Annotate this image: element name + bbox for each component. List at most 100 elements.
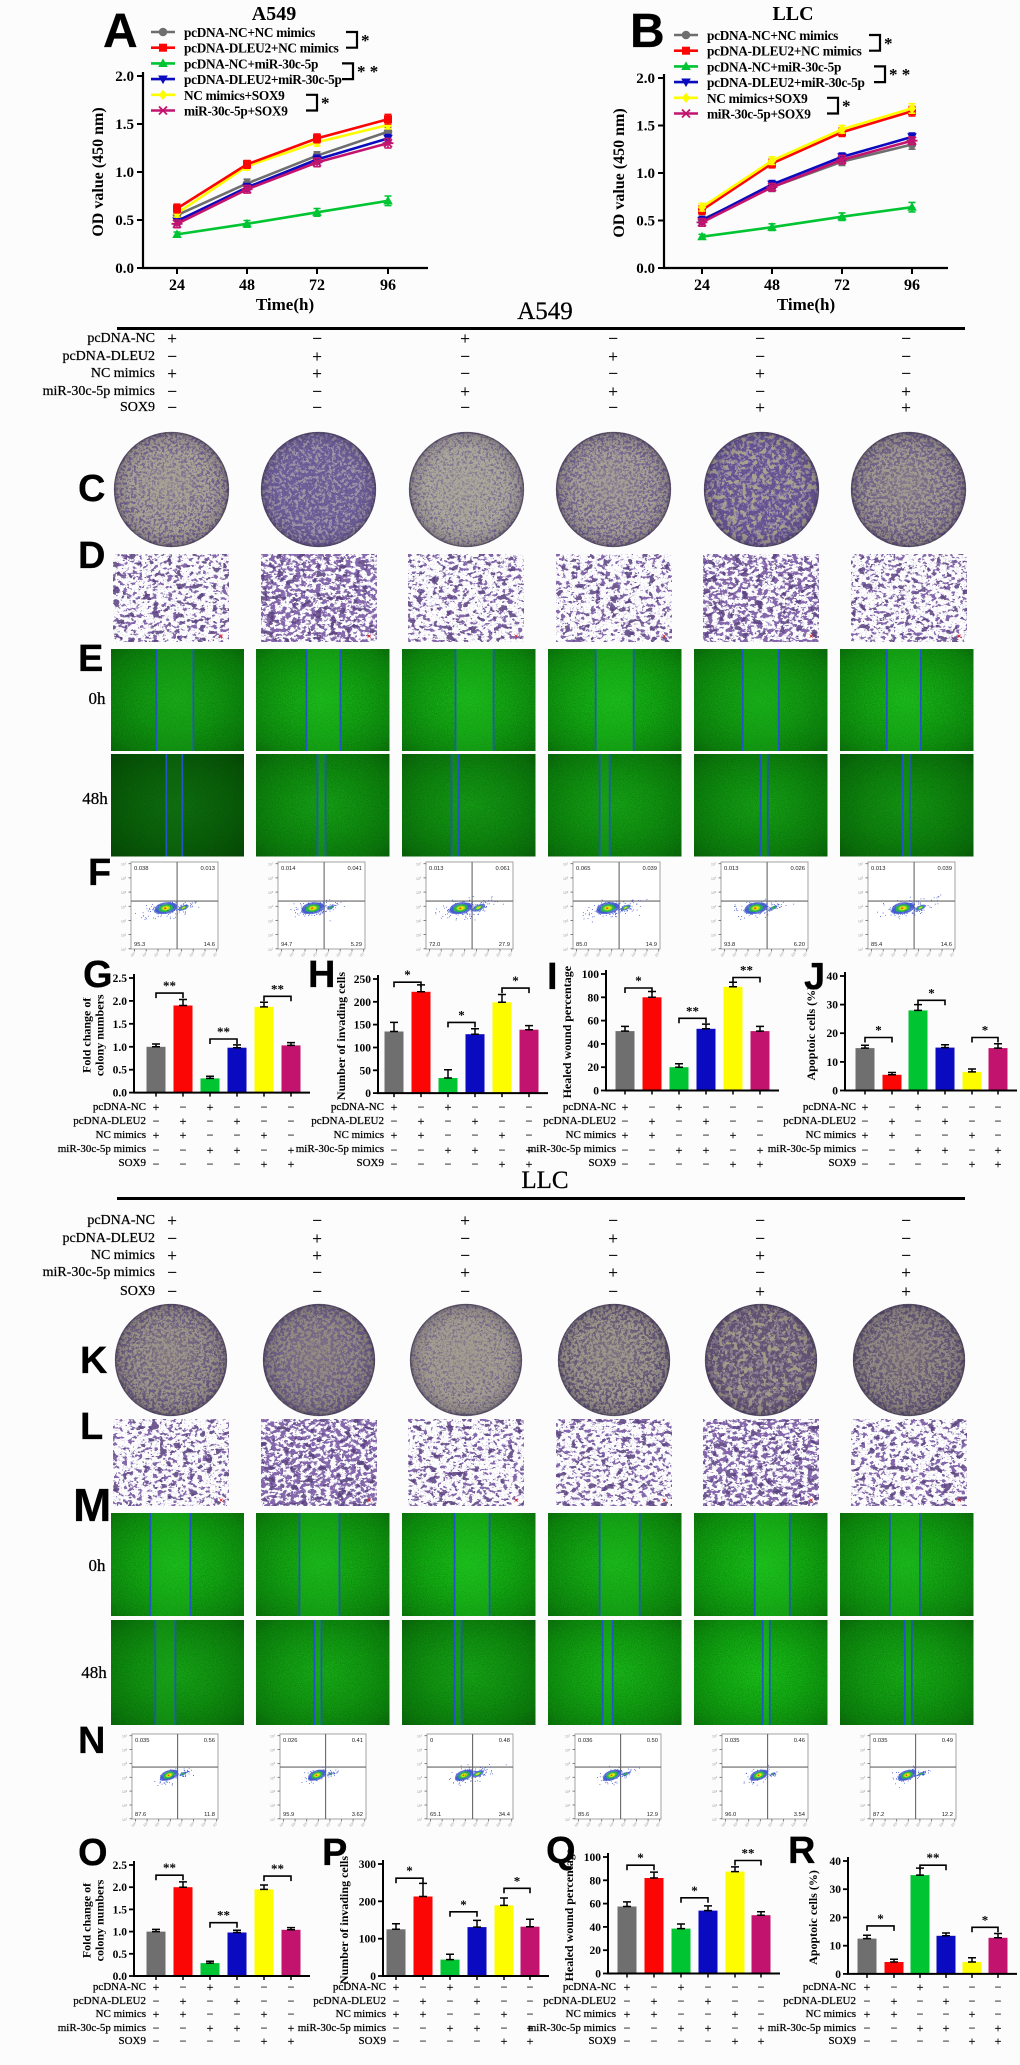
svg-text:pcDNA-DLEU2+NC mimics: pcDNA-DLEU2+NC mimics: [184, 41, 339, 56]
svg-text:0: 0: [832, 1086, 838, 1098]
svg-text:106: 106: [416, 876, 422, 881]
svg-text:102: 102: [448, 1820, 456, 1828]
svg-text:107: 107: [653, 950, 661, 958]
svg-text:107: 107: [211, 1820, 219, 1828]
svg-text:105: 105: [188, 1820, 196, 1828]
svg-text:**: **: [163, 978, 176, 993]
svg-text:107: 107: [121, 862, 127, 867]
svg-text:101: 101: [858, 947, 864, 952]
svg-text:104: 104: [416, 904, 422, 909]
svg-text:102: 102: [122, 1803, 128, 1808]
svg-text:106: 106: [858, 876, 864, 881]
svg-text:**: **: [686, 1003, 699, 1018]
svg-text:48: 48: [239, 277, 255, 294]
svg-text:0.035: 0.035: [135, 1738, 150, 1744]
svg-text:106: 106: [937, 950, 945, 958]
svg-text:14.9: 14.9: [646, 942, 657, 948]
svg-text:104: 104: [176, 950, 184, 958]
svg-text:107: 107: [506, 950, 514, 958]
svg-text:0.013: 0.013: [724, 866, 739, 872]
svg-text:101: 101: [712, 1817, 718, 1822]
svg-text:0.013: 0.013: [429, 866, 444, 872]
svg-text:*: *: [637, 1850, 644, 1865]
svg-text:2.0: 2.0: [113, 1882, 128, 1894]
svg-text:101: 101: [437, 1820, 445, 1828]
svg-text:107: 107: [948, 950, 956, 958]
svg-text:101: 101: [270, 1817, 276, 1822]
svg-text:0.026: 0.026: [283, 1738, 298, 1744]
svg-text:**: **: [927, 1850, 940, 1865]
svg-text:**: **: [271, 1861, 284, 1876]
svg-text:100: 100: [867, 1820, 875, 1828]
svg-text:72: 72: [309, 277, 325, 294]
svg-text:105: 105: [483, 1820, 491, 1828]
svg-text:0.0: 0.0: [113, 1088, 128, 1100]
svg-text:104: 104: [563, 904, 569, 909]
svg-text:0.56: 0.56: [204, 1738, 215, 1744]
svg-text:105: 105: [565, 1761, 571, 1766]
svg-text:60: 60: [590, 1899, 602, 1911]
svg-text:300: 300: [359, 1859, 377, 1871]
svg-text:pcDNA-DLEU2+miR-30c-5p: pcDNA-DLEU2+miR-30c-5p: [184, 72, 342, 87]
svg-text:0: 0: [595, 1969, 601, 1981]
svg-text:107: 107: [416, 862, 422, 867]
svg-text:104: 104: [565, 1775, 571, 1780]
svg-text:0.013: 0.013: [200, 866, 215, 872]
svg-text:0.061: 0.061: [495, 866, 510, 872]
svg-text:102: 102: [121, 932, 127, 937]
svg-text:*: *: [514, 1873, 521, 1888]
svg-text:0.48: 0.48: [499, 1738, 510, 1744]
svg-text:106: 106: [642, 950, 650, 958]
svg-text:106: 106: [122, 1747, 128, 1752]
svg-text:0.50: 0.50: [646, 1738, 657, 1744]
svg-text:102: 102: [891, 1820, 899, 1828]
svg-text:104: 104: [323, 950, 331, 958]
svg-text:12.2: 12.2: [941, 1812, 952, 1818]
svg-text:2.0: 2.0: [113, 996, 128, 1008]
svg-text:0.0: 0.0: [115, 261, 134, 277]
svg-text:A549: A549: [252, 3, 296, 25]
svg-text:101: 101: [583, 950, 591, 958]
svg-text:85.6: 85.6: [578, 1812, 589, 1818]
svg-text:101: 101: [563, 947, 569, 952]
svg-text:*: *: [404, 967, 411, 982]
svg-text:pcDNA-NC+miR-30c-5p: pcDNA-NC+miR-30c-5p: [184, 56, 318, 71]
svg-text:40: 40: [827, 971, 839, 983]
svg-text:105: 105: [711, 890, 717, 895]
svg-text:LLC: LLC: [772, 3, 813, 25]
svg-text:**: **: [163, 1860, 176, 1875]
svg-text:104: 104: [860, 1775, 866, 1780]
svg-text:100: 100: [425, 1820, 433, 1828]
svg-text:24: 24: [169, 277, 185, 294]
svg-text:200: 200: [359, 1896, 377, 1908]
svg-text:94.7: 94.7: [281, 942, 292, 948]
svg-text:*: *: [875, 1023, 882, 1038]
svg-text:107: 107: [268, 862, 274, 867]
svg-text:0: 0: [365, 1088, 371, 1100]
svg-text:*: *: [406, 1863, 413, 1878]
svg-text:101: 101: [730, 950, 738, 958]
svg-text:20: 20: [590, 1945, 602, 1957]
svg-text:96: 96: [904, 277, 920, 294]
svg-text:106: 106: [347, 1820, 355, 1828]
svg-text:0.035: 0.035: [725, 1738, 740, 1744]
svg-text:0.038: 0.038: [134, 866, 149, 872]
svg-text:105: 105: [630, 950, 638, 958]
svg-text:103: 103: [565, 1789, 571, 1794]
svg-text:107: 107: [417, 1734, 423, 1739]
svg-text:103: 103: [858, 918, 864, 923]
svg-text:2.5: 2.5: [113, 1860, 128, 1872]
svg-text:250: 250: [354, 974, 372, 986]
svg-text:40: 40: [590, 1922, 602, 1934]
svg-text:106: 106: [642, 1820, 650, 1828]
svg-text:20: 20: [588, 1062, 600, 1074]
svg-text:101: 101: [142, 1820, 150, 1828]
svg-text:93.8: 93.8: [724, 942, 735, 948]
svg-text:NC mimics+SOX9: NC mimics+SOX9: [707, 91, 808, 106]
svg-text:101: 101: [860, 1817, 866, 1822]
svg-text:*: *: [321, 94, 330, 113]
svg-text:106: 106: [495, 1820, 503, 1828]
svg-text:pcDNA-NC+NC mimics: pcDNA-NC+NC mimics: [184, 25, 315, 40]
svg-text:0.065: 0.065: [576, 866, 591, 872]
svg-text:102: 102: [447, 950, 455, 958]
